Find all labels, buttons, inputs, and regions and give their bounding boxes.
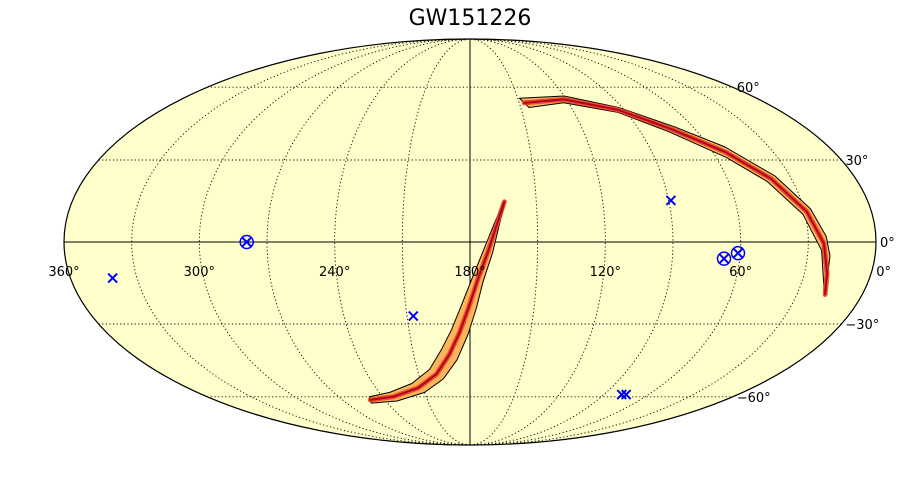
circle-x-marker: [239, 234, 254, 250]
y-tick-label: −60°: [737, 391, 771, 406]
x-tick-label: 300°: [184, 265, 215, 280]
x-stroke: [107, 272, 118, 284]
grid-lines: [64, 39, 876, 445]
x-stroke: [718, 253, 730, 264]
probability-regions: [367, 95, 831, 404]
x-tick-label: 360°: [48, 265, 79, 280]
x-tick-label: 120°: [590, 265, 621, 280]
x-stroke: [408, 310, 419, 322]
x-tick-label: 180°: [454, 265, 485, 280]
marker-circle: [730, 245, 746, 261]
marker-circle: [239, 234, 254, 250]
circle-x-marker: [716, 251, 732, 266]
meridian-line: [401, 39, 471, 445]
x-marker: [408, 310, 419, 322]
x-tick-label: 0°: [876, 265, 891, 280]
y-tick-label: 0°: [880, 236, 895, 251]
marker-circle: [716, 251, 732, 266]
y-tick-label: 30°: [845, 154, 868, 169]
x-stroke: [665, 195, 677, 206]
y-tick-label: −30°: [845, 318, 879, 333]
sky-boundary: [63, 38, 877, 446]
x-stroke: [732, 247, 744, 259]
y-tick-label: 60°: [737, 81, 760, 96]
x-stroke: [241, 236, 252, 248]
tick-labels: 360° 300° 240° 180° 120° 60° 0° 60° 30° 0° −30° −60…: [48, 81, 894, 406]
x-marker: [107, 272, 118, 284]
x-marker: [665, 195, 677, 206]
probability-region-core: [523, 98, 829, 296]
x-marker: [620, 389, 632, 400]
probability-region-core: [369, 200, 506, 401]
chart-title: GW151226: [408, 6, 532, 31]
x-marker: [616, 389, 627, 400]
meridian-line: [469, 39, 742, 445]
x-stroke: [616, 389, 627, 400]
probability-region-outer: [368, 199, 506, 404]
meridian-line: [469, 39, 809, 445]
x-tick-label: 240°: [319, 265, 350, 280]
x-stroke: [620, 389, 632, 400]
circle-x-marker: [730, 245, 746, 261]
x-tick-label: 60°: [729, 265, 752, 280]
markers: [107, 195, 746, 400]
